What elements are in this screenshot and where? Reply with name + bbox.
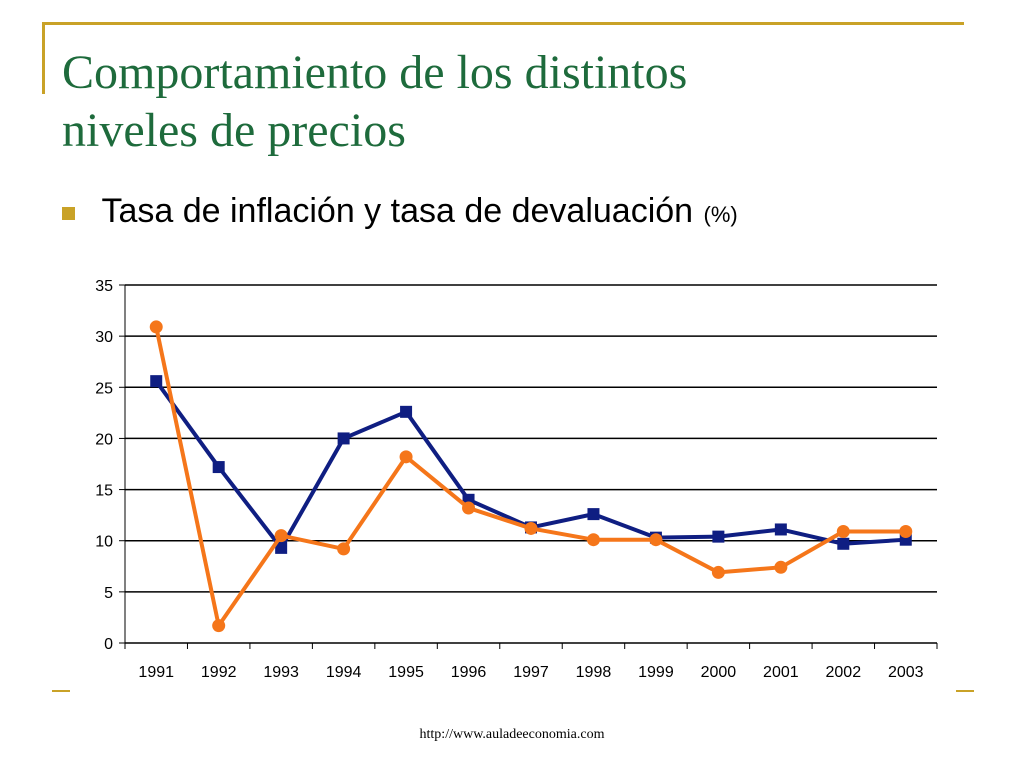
- x-tick-label-1995: 1995: [388, 664, 424, 681]
- series-2-point-2003: [899, 525, 913, 539]
- y-tick-label-10: 10: [95, 534, 113, 551]
- frame-left-line: [42, 22, 45, 94]
- series-2-point-1993: [274, 529, 288, 543]
- bullet-text: Tasa de inflación y tasa de devaluación: [101, 192, 694, 230]
- y-tick-label-15: 15: [95, 483, 113, 500]
- series-2-point-2000: [711, 565, 725, 579]
- footer-url: http://www.auladeeconomia.com: [419, 727, 605, 742]
- y-tick-label-0: 0: [104, 636, 113, 653]
- x-tick-label-1996: 1996: [451, 664, 487, 681]
- series-2-point-1997: [524, 521, 538, 535]
- slide-title-line-1: Comportamiento de los distintos: [62, 46, 688, 99]
- x-tick-label-1993: 1993: [263, 664, 299, 681]
- series-2-point-1994: [337, 542, 351, 556]
- frame-top-line: [42, 22, 964, 25]
- x-tick-label-1994: 1994: [326, 664, 362, 681]
- series-2-point-1995: [399, 450, 413, 464]
- series-2-line: [154, 326, 906, 628]
- y-tick-label-20: 20: [95, 431, 113, 448]
- series-1-point-2001: [774, 523, 787, 536]
- series-2-point-2001: [774, 560, 788, 574]
- series-1-point-2002: [837, 537, 850, 550]
- series-2-point-1996: [462, 501, 476, 515]
- bullet-item: Tasa de inflación y tasa de devaluación …: [62, 192, 738, 231]
- series-2-point-2002: [836, 525, 850, 539]
- x-tick-label-1998: 1998: [576, 664, 612, 681]
- slide-title-line-2: niveles de precios: [62, 104, 406, 157]
- x-tick-label-1999: 1999: [638, 664, 674, 681]
- x-tick-label-1992: 1992: [201, 664, 237, 681]
- series-2-point-1992: [212, 619, 226, 633]
- x-tick-label-1997: 1997: [513, 664, 549, 681]
- series-1-point-1998: [587, 508, 600, 521]
- x-tick-label-2000: 2000: [701, 664, 737, 681]
- series-1-point-1992: [212, 461, 225, 474]
- y-tick-label-5: 5: [104, 585, 113, 602]
- series-2-point-1998: [586, 533, 600, 547]
- y-tick-label-30: 30: [95, 329, 113, 346]
- y-tick-label-35: 35: [95, 278, 113, 295]
- x-tick-label-2002: 2002: [826, 664, 862, 681]
- series-1-point-1993: [275, 541, 288, 554]
- x-tick-label-2001: 2001: [763, 664, 799, 681]
- bullet-square-icon: [62, 207, 75, 221]
- x-tick-label-1991: 1991: [138, 664, 174, 681]
- footer-dash-left: [52, 690, 70, 692]
- series-1-point-1991: [150, 375, 163, 388]
- series-2-point-1999: [649, 533, 663, 547]
- series-1-point-2000: [712, 530, 725, 543]
- bullet-unit: (%): [703, 202, 738, 227]
- x-tick-label-2003: 2003: [888, 664, 924, 681]
- footer-dash-right: [956, 690, 974, 692]
- y-tick-label-25: 25: [95, 380, 113, 397]
- series-2-point-1991: [149, 320, 163, 334]
- series-1-point-1995: [400, 405, 413, 418]
- series-1-point-1994: [337, 432, 350, 445]
- slide-title: Comportamiento de los distintos niveles …: [62, 44, 962, 160]
